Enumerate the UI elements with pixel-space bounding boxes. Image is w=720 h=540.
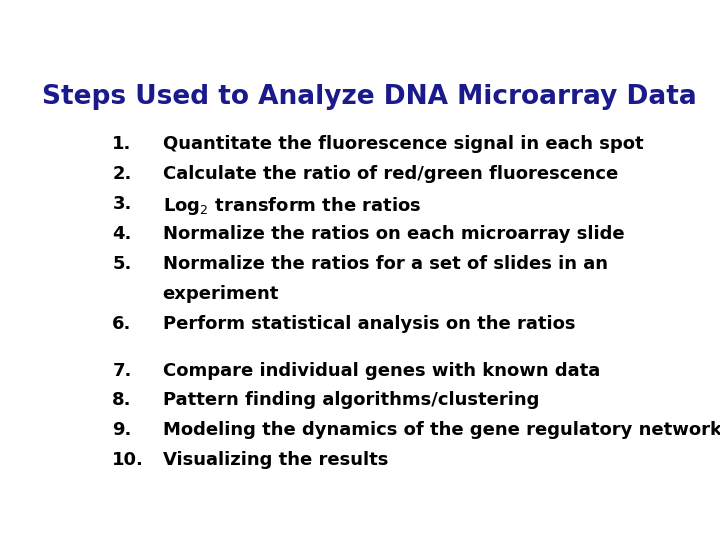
Text: Pattern finding algorithms/clustering: Pattern finding algorithms/clustering — [163, 392, 539, 409]
Text: 2.: 2. — [112, 165, 132, 184]
Text: Quantitate the fluorescence signal in each spot: Quantitate the fluorescence signal in ea… — [163, 136, 643, 153]
Text: Perform statistical analysis on the ratios: Perform statistical analysis on the rati… — [163, 315, 575, 333]
Text: Normalize the ratios for a set of slides in an: Normalize the ratios for a set of slides… — [163, 255, 608, 273]
Text: Compare individual genes with known data: Compare individual genes with known data — [163, 361, 600, 380]
Text: 8.: 8. — [112, 392, 132, 409]
Text: 9.: 9. — [112, 421, 132, 440]
Text: Modeling the dynamics of the gene regulatory network: Modeling the dynamics of the gene regula… — [163, 421, 720, 440]
Text: 7.: 7. — [112, 361, 132, 380]
Text: Normalize the ratios on each microarray slide: Normalize the ratios on each microarray … — [163, 225, 624, 244]
Text: 3.: 3. — [112, 195, 132, 213]
Text: 4.: 4. — [112, 225, 132, 244]
Text: experiment: experiment — [163, 285, 279, 303]
Text: Log$_2$ transform the ratios: Log$_2$ transform the ratios — [163, 195, 421, 218]
Text: 1.: 1. — [112, 136, 132, 153]
Text: Calculate the ratio of red/green fluorescence: Calculate the ratio of red/green fluores… — [163, 165, 618, 184]
Text: 6.: 6. — [112, 315, 132, 333]
Text: 5.: 5. — [112, 255, 132, 273]
Text: 10.: 10. — [112, 451, 144, 469]
Text: Visualizing the results: Visualizing the results — [163, 451, 388, 469]
Text: Steps Used to Analyze DNA Microarray Data: Steps Used to Analyze DNA Microarray Dat… — [42, 84, 696, 110]
